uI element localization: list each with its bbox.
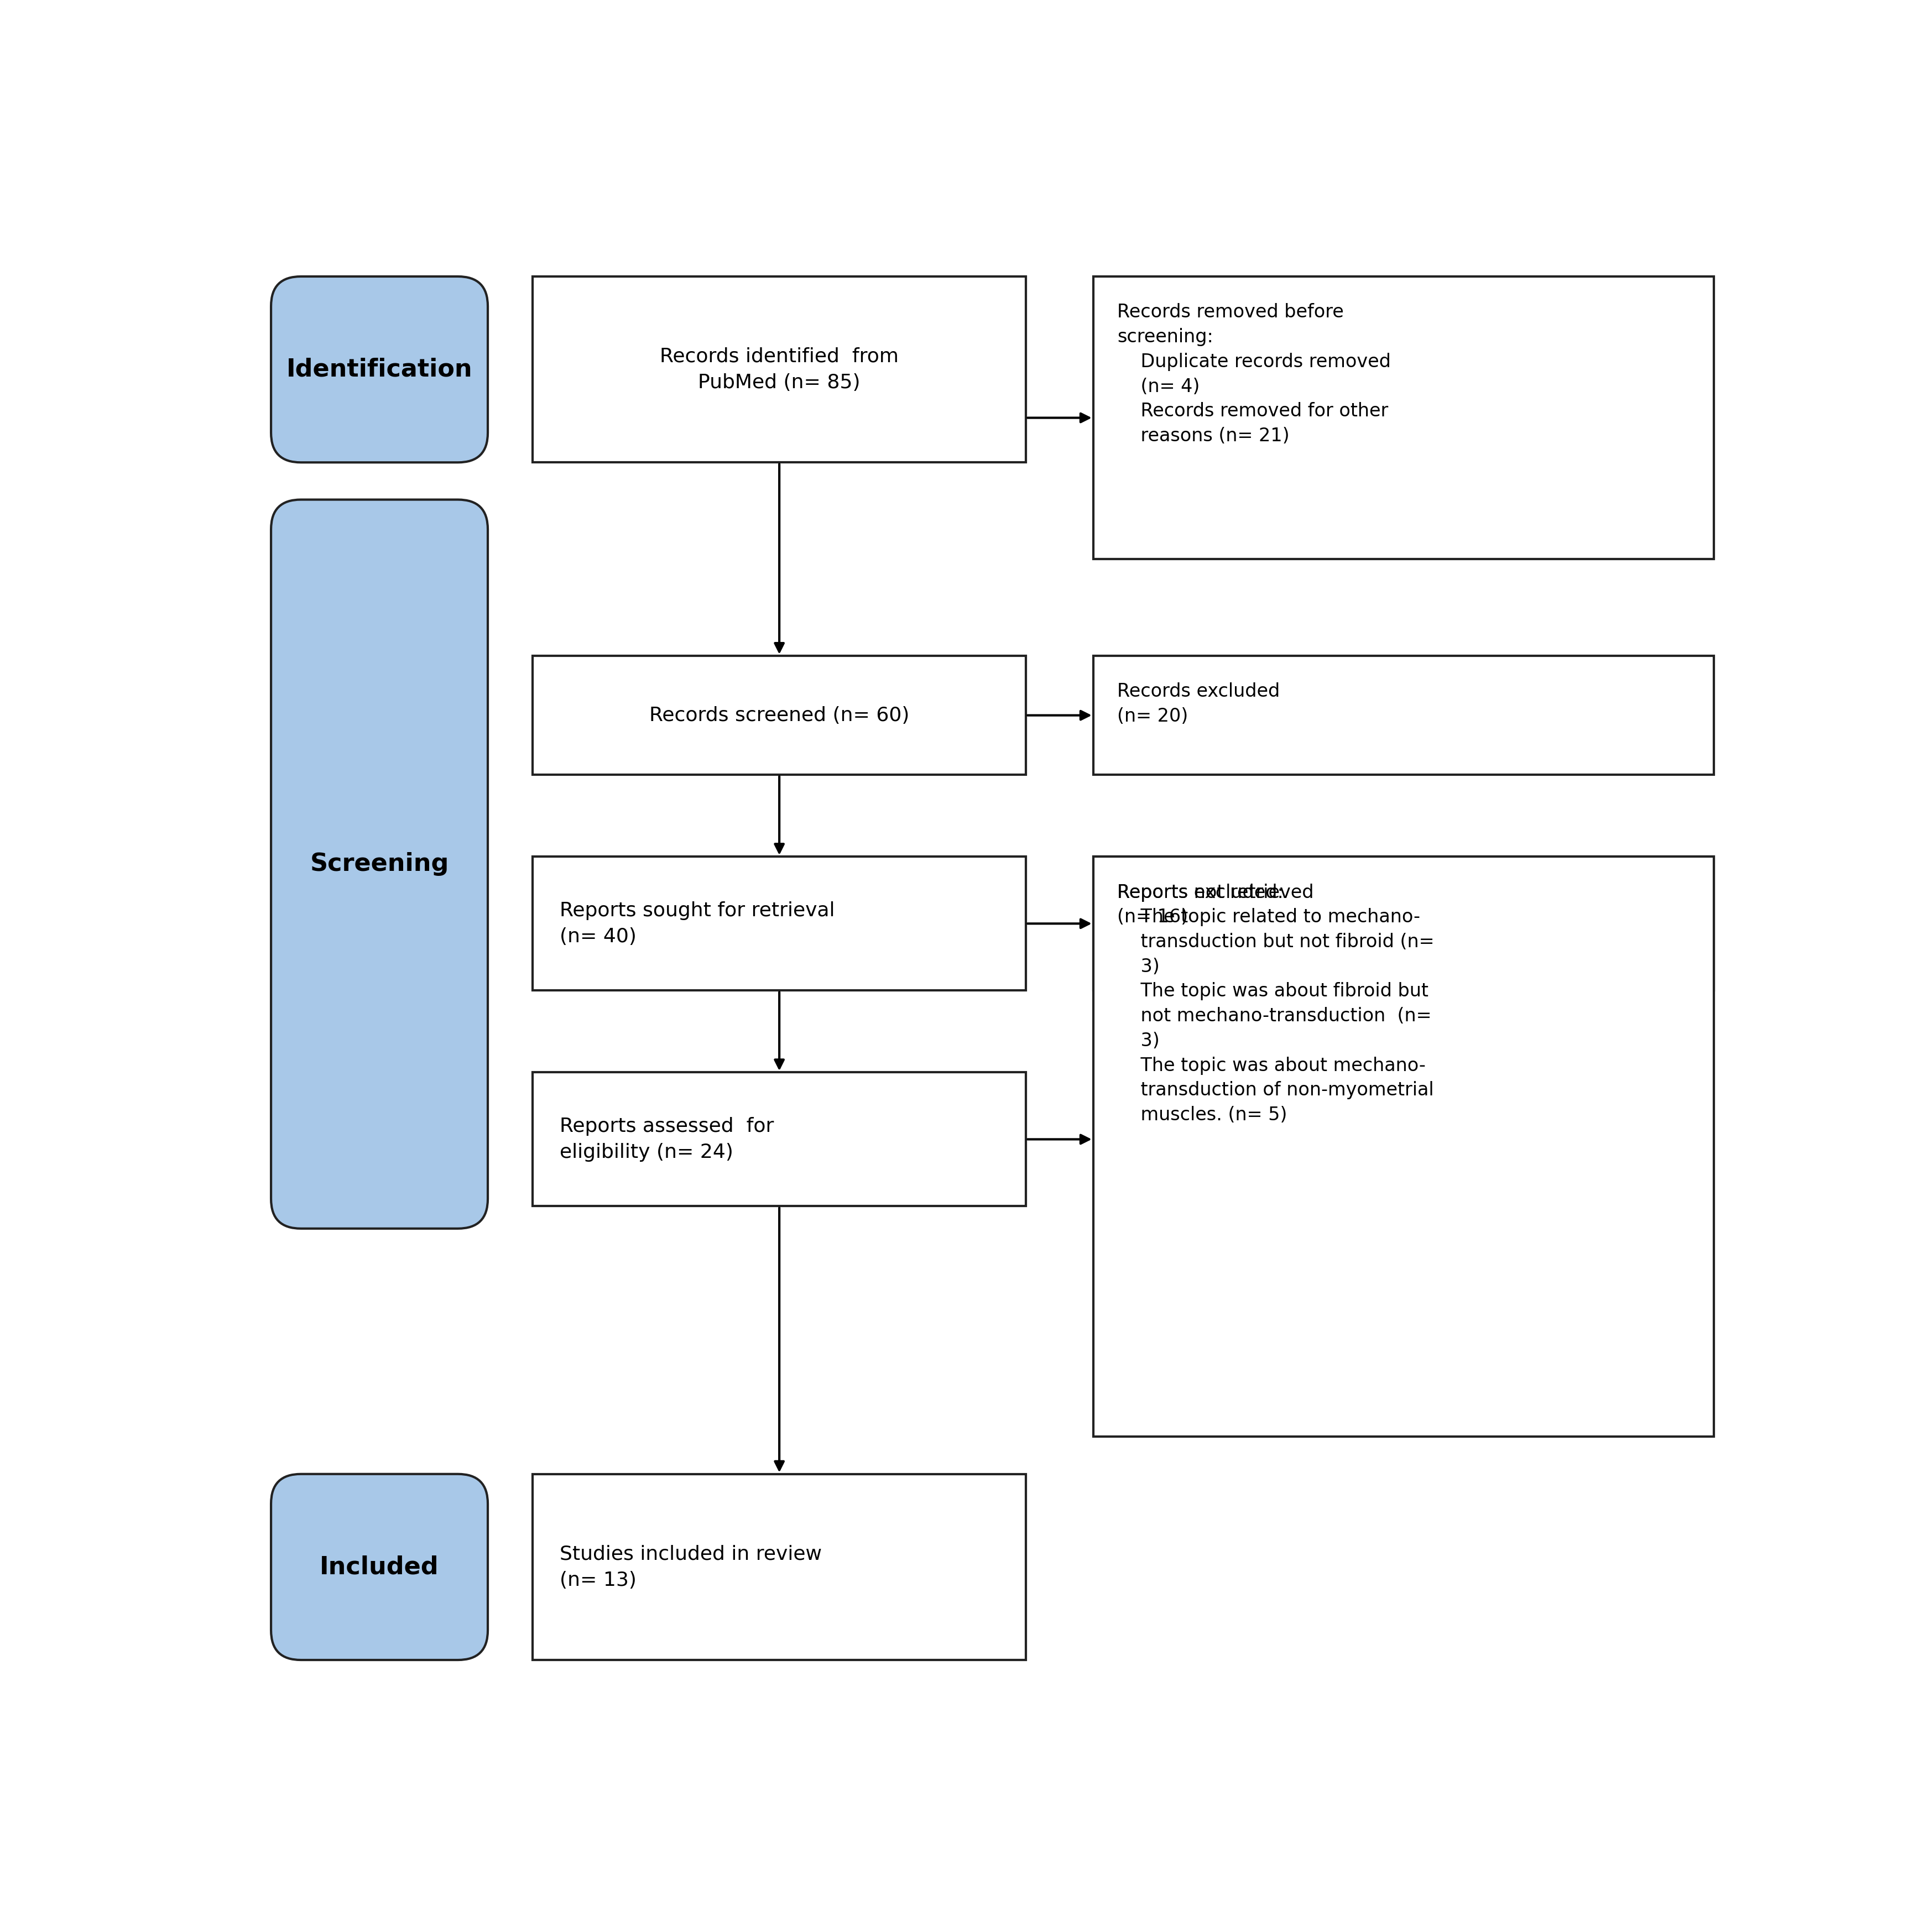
Bar xyxy=(1094,856,1713,1437)
Bar xyxy=(532,1072,1026,1206)
FancyBboxPatch shape xyxy=(270,500,488,1229)
Text: Records identified  from
PubMed (n= 85): Records identified from PubMed (n= 85) xyxy=(660,348,899,392)
Bar xyxy=(532,1474,1026,1660)
Text: Included: Included xyxy=(320,1555,440,1578)
FancyBboxPatch shape xyxy=(270,1474,488,1660)
Text: Records screened (n= 60): Records screened (n= 60) xyxy=(650,705,909,724)
FancyBboxPatch shape xyxy=(270,276,488,462)
Text: Studies included in review
(n= 13): Studies included in review (n= 13) xyxy=(559,1544,822,1590)
Text: Reports assessed  for
eligibility (n= 24): Reports assessed for eligibility (n= 24) xyxy=(559,1117,774,1161)
Text: Identification: Identification xyxy=(285,357,473,381)
Bar xyxy=(1094,655,1713,775)
Text: Reports not retrieved
(n= 16): Reports not retrieved (n= 16) xyxy=(1117,883,1314,925)
Text: Screening: Screening xyxy=(311,852,449,875)
Bar xyxy=(532,655,1026,775)
Bar xyxy=(532,276,1026,462)
Bar xyxy=(1094,856,1713,991)
Text: Records excluded
(n= 20): Records excluded (n= 20) xyxy=(1117,682,1281,726)
Text: Reports excluded:
    The topic related to mechano-
    transduction but not fib: Reports excluded: The topic related to m… xyxy=(1117,883,1435,1124)
Text: Records removed before
screening:
    Duplicate records removed
    (n= 4)
    R: Records removed before screening: Duplic… xyxy=(1117,303,1391,444)
Bar xyxy=(1094,276,1713,558)
Bar xyxy=(532,856,1026,991)
Text: Reports sought for retrieval
(n= 40): Reports sought for retrieval (n= 40) xyxy=(559,900,835,947)
